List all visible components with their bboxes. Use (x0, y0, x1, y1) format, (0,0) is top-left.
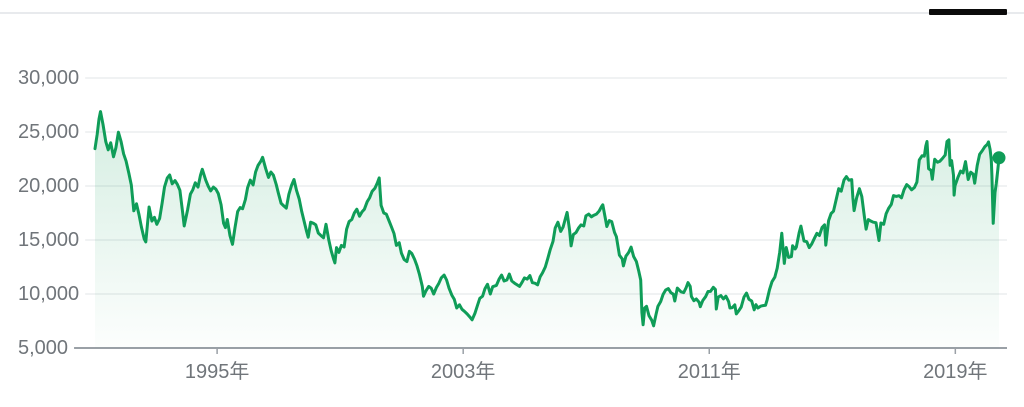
y-axis-label: 5,000 (18, 337, 68, 359)
price-area-fill (95, 111, 999, 348)
y-axis-label: 15,000 (18, 229, 79, 251)
y-axis-label: 25,000 (18, 121, 79, 143)
x-axis-label: 2019年 (923, 360, 988, 383)
latest-price-dot[interactable] (992, 151, 1006, 165)
y-axis-label: 20,000 (18, 175, 79, 197)
price-line[interactable] (93, 110, 1001, 328)
top-divider-line (0, 12, 1024, 14)
x-axis-label: 1995年 (185, 360, 250, 383)
x-axis-label: 2011年 (678, 360, 741, 383)
x-axis-label: 2003年 (431, 360, 496, 383)
y-axis-label: 10,000 (18, 283, 79, 305)
y-axis-label: 30,000 (18, 67, 79, 89)
scrollbar-thumb[interactable] (929, 9, 1007, 15)
